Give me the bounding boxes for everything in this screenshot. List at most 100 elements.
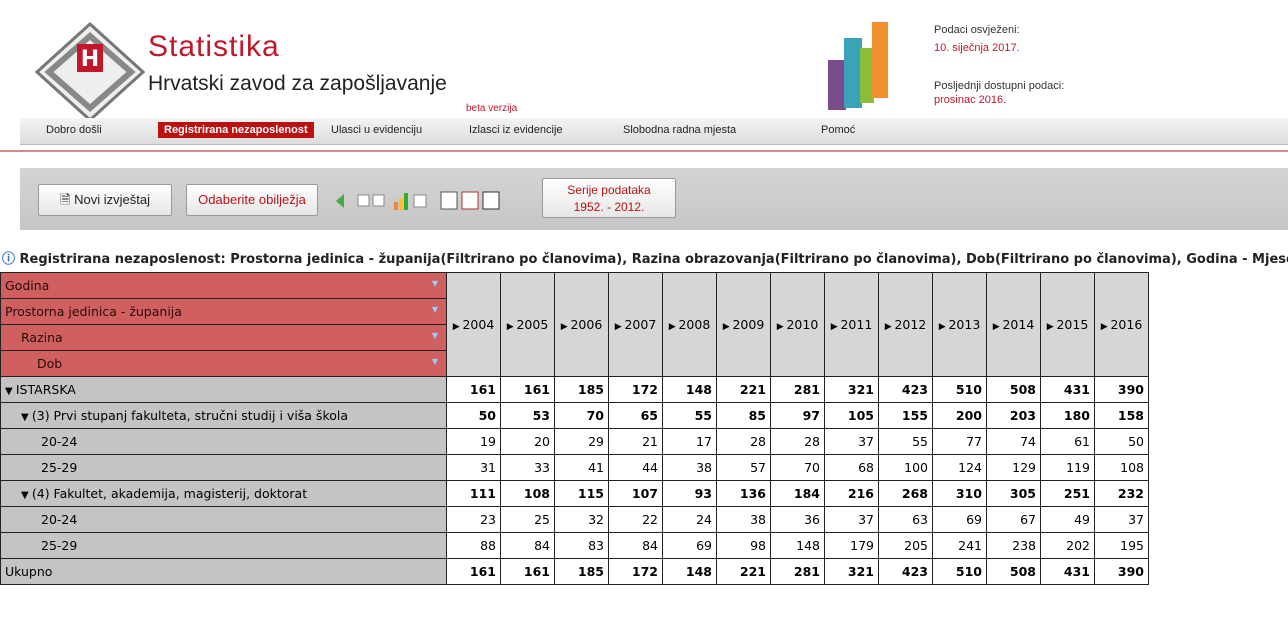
nav-item[interactable]: Slobodna radna mjesta [617,122,742,138]
cell-value: 38 [663,455,717,481]
icon[interactable] [373,195,384,206]
cell-value: 65 [609,403,663,429]
cell-value: 37 [825,429,879,455]
toolbar-icons [334,190,534,212]
logo-subtitle: Hrvatski zavod za zapošljavanje [148,72,447,96]
row-header: 25-29 [1,533,447,559]
cell-value: 431 [1041,377,1095,403]
icon[interactable] [358,195,369,206]
expand-icon: ▶ [993,322,1003,332]
row-label: 25-29 [41,538,77,553]
cell-value: 158 [1095,403,1149,429]
cell-value: 136 [717,481,771,507]
cell-value: 161 [501,559,555,585]
cell-value: 124 [933,455,987,481]
nav-item[interactable]: Registrirana nezaposlenost [158,122,314,138]
icon[interactable] [462,192,478,209]
cell-value: 310 [933,481,987,507]
dimension-header[interactable]: Godina [1,273,447,299]
column-header[interactable]: ▶ 2008 [663,273,717,377]
column-header[interactable]: ▶ 2015 [1041,273,1095,377]
icon[interactable] [414,195,426,207]
column-header[interactable]: ▶ 2014 [987,273,1041,377]
column-header[interactable]: ▶ 2012 [879,273,933,377]
column-label: 2011 [840,317,872,332]
column-header[interactable]: ▶ 2004 [447,273,501,377]
icon[interactable] [394,193,408,210]
cell-value: 321 [825,377,879,403]
cell-value: 281 [771,559,825,585]
row-header: ▼ ISTARSKA [1,377,447,403]
column-header[interactable]: ▶ 2006 [555,273,609,377]
cell-value: 21 [609,429,663,455]
column-header[interactable]: ▶ 2011 [825,273,879,377]
cell-value: 251 [1041,481,1095,507]
column-header[interactable]: ▶ 2005 [501,273,555,377]
nav-item[interactable]: Pomoć [815,122,861,138]
cell-value: 510 [933,377,987,403]
select-attributes-button[interactable]: Odaberite obilježja [186,184,318,216]
expand-icon: ▶ [1101,322,1111,332]
series-button[interactable]: Serije podataka 1952. - 2012. [542,178,676,218]
nav-item[interactable]: Izlasci iz evidencije [463,122,569,138]
cell-value: 93 [663,481,717,507]
nav-item[interactable]: Ulasci u evidenciju [325,122,428,138]
dimension-label: Razina [21,330,63,345]
icon[interactable] [441,192,457,209]
collapse-icon: ▼ [5,386,16,397]
cell-value: 100 [879,455,933,481]
column-header[interactable]: ▶ 2007 [609,273,663,377]
cell-value: 179 [825,533,879,559]
toolbar: 🗎 Novi izvještaj Odaberite obilježja Ser… [20,168,1288,230]
pivot-table: Godina▶ 2004▶ 2005▶ 2006▶ 2007▶ 2008▶ 20… [0,272,1149,585]
cell-value: 32 [555,507,609,533]
cell-value: 241 [933,533,987,559]
cell-value: 98 [717,533,771,559]
cell-value: 85 [717,403,771,429]
row-header: 25-29 [1,455,447,481]
expand-icon: ▶ [561,322,571,332]
dimension-header[interactable]: Dob [1,351,447,377]
nav-item[interactable]: Dobro došli [40,122,108,138]
cell-value: 423 [879,377,933,403]
cell-value: 172 [609,377,663,403]
latest-date: prosinac 2016. [934,94,1006,106]
cell-value: 107 [609,481,663,507]
cell-value: 84 [501,533,555,559]
cell-value: 57 [717,455,771,481]
cell-value: 19 [447,429,501,455]
page: H Statistika Hrvatski zavod za zapošljav… [0,0,1288,630]
new-report-button[interactable]: 🗎 Novi izvještaj [38,184,172,216]
beta-label: beta verzija [466,103,517,114]
collapse-icon: ▼ [21,412,32,423]
column-header[interactable]: ▶ 2009 [717,273,771,377]
row-label: 20-24 [41,512,77,527]
dimension-header[interactable]: Prostorna jedinica - županija [1,299,447,325]
cell-value: 38 [717,507,771,533]
cell-value: 55 [663,403,717,429]
cell-value: 83 [555,533,609,559]
cell-value: 510 [933,559,987,585]
cell-value: 161 [447,559,501,585]
icon[interactable] [336,194,344,208]
cell-value: 185 [555,377,609,403]
cell-value: 61 [1041,429,1095,455]
svg-text:H: H [81,47,99,72]
column-header[interactable]: ▶ 2010 [771,273,825,377]
icon[interactable] [483,192,499,209]
column-header[interactable]: ▶ 2016 [1095,273,1149,377]
series-range: 1952. - 2012. [543,199,675,216]
expand-icon: ▶ [831,322,841,332]
cell-value: 281 [771,377,825,403]
cell-value: 508 [987,559,1041,585]
cell-value: 53 [501,403,555,429]
dimension-header[interactable]: Razina [1,325,447,351]
cell-value: 172 [609,559,663,585]
column-label: 2016 [1110,317,1142,332]
dimension-label: Godina [5,278,49,293]
cell-value: 119 [1041,455,1095,481]
cell-value: 23 [447,507,501,533]
cell-value: 268 [879,481,933,507]
column-header[interactable]: ▶ 2013 [933,273,987,377]
cell-value: 203 [987,403,1041,429]
